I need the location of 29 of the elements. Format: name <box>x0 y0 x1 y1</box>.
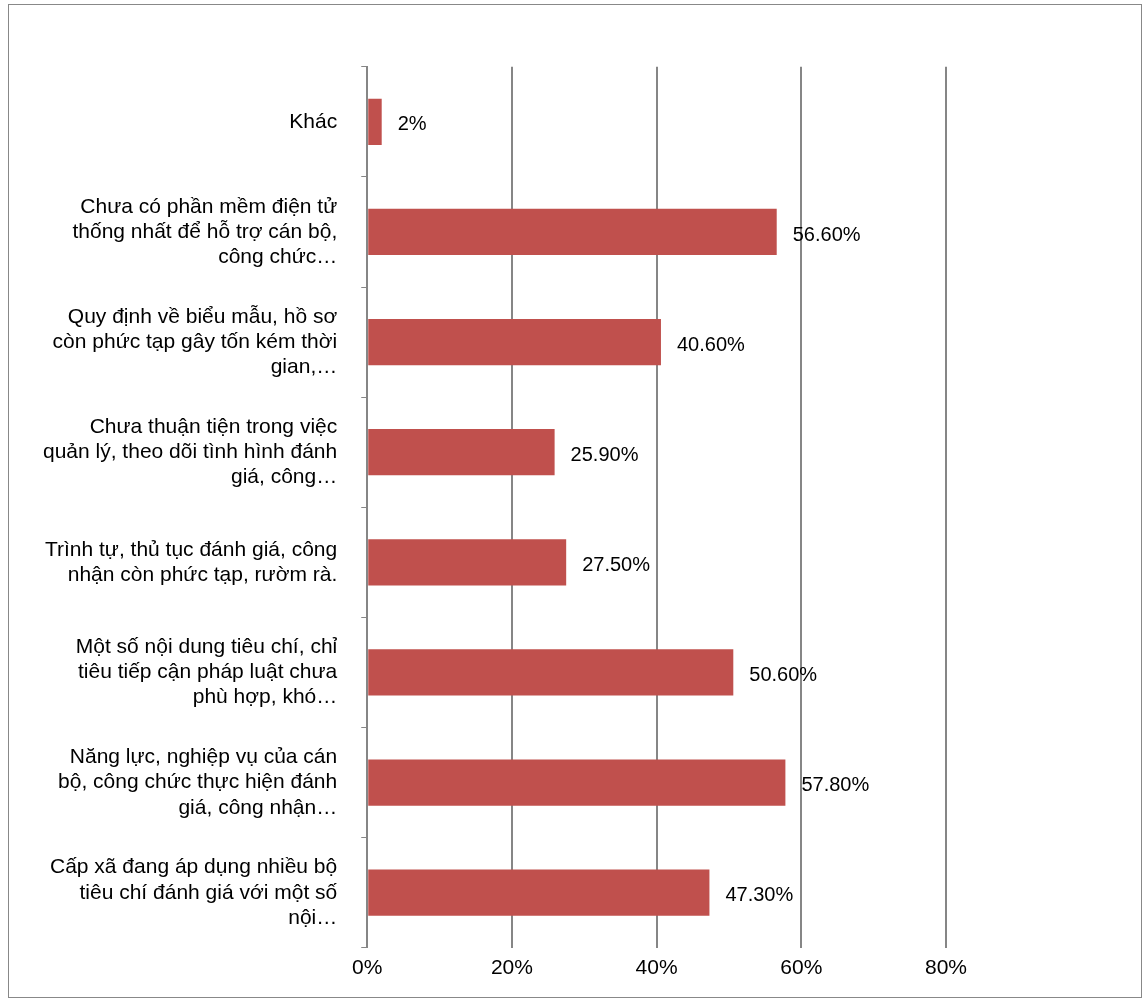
bar <box>368 429 555 476</box>
data-label: 25.90% <box>570 442 639 465</box>
data-label: 2% <box>397 112 427 135</box>
data-label: 56.60% <box>792 222 861 245</box>
x-tick-label: 40% <box>635 955 678 979</box>
bar <box>368 649 734 696</box>
x-tick-label: 60% <box>780 955 823 979</box>
y-tick-label: Chưa thuận tiện trong việc quản lý, theo dõi tình hình đánh giá, công… <box>42 413 338 488</box>
bar <box>368 539 567 586</box>
y-tick-label: Một số nội dung tiêu chí, chỉ tiêu tiếp cận pháp luật chưa phù hợp, khó… <box>75 634 338 708</box>
y-tick-label: Trình tự, thủ tục đánh giá, công nhận còn phức tạp, rườm rà. <box>44 536 338 585</box>
y-tick-label: Chưa có phần mềm điện tử thống nhất để hỗ trợ cán bộ, công chức… <box>72 193 338 267</box>
bar <box>368 759 786 806</box>
y-tick-label: Quy định về biểu mẫu, hồ sơ còn phức tạp gây tốn kém thời gian,… <box>52 303 338 378</box>
data-label: 40.60% <box>676 332 746 355</box>
x-tick-label: 20% <box>490 955 533 979</box>
data-label: 57.80% <box>801 773 870 796</box>
data-label: 50.60% <box>749 663 818 685</box>
y-tick-label: Cấp xã đang áp dụng nhiều bộ tiêu chí đánh giá với một số nội… <box>49 854 338 928</box>
bar <box>368 208 777 256</box>
bar <box>368 98 382 145</box>
data-label: 27.50% <box>582 552 651 575</box>
x-tick-label: 0% <box>352 955 383 979</box>
data-label: 47.30% <box>725 883 794 906</box>
y-tick-label: Năng lực, nghiệp vụ của cán bộ, công chức thực hiện đánh giá, công nhận… <box>58 744 338 818</box>
bar <box>368 318 661 366</box>
y-tick-label: Khác <box>289 108 338 132</box>
bar <box>368 869 710 916</box>
x-tick-label: 80% <box>924 955 968 979</box>
